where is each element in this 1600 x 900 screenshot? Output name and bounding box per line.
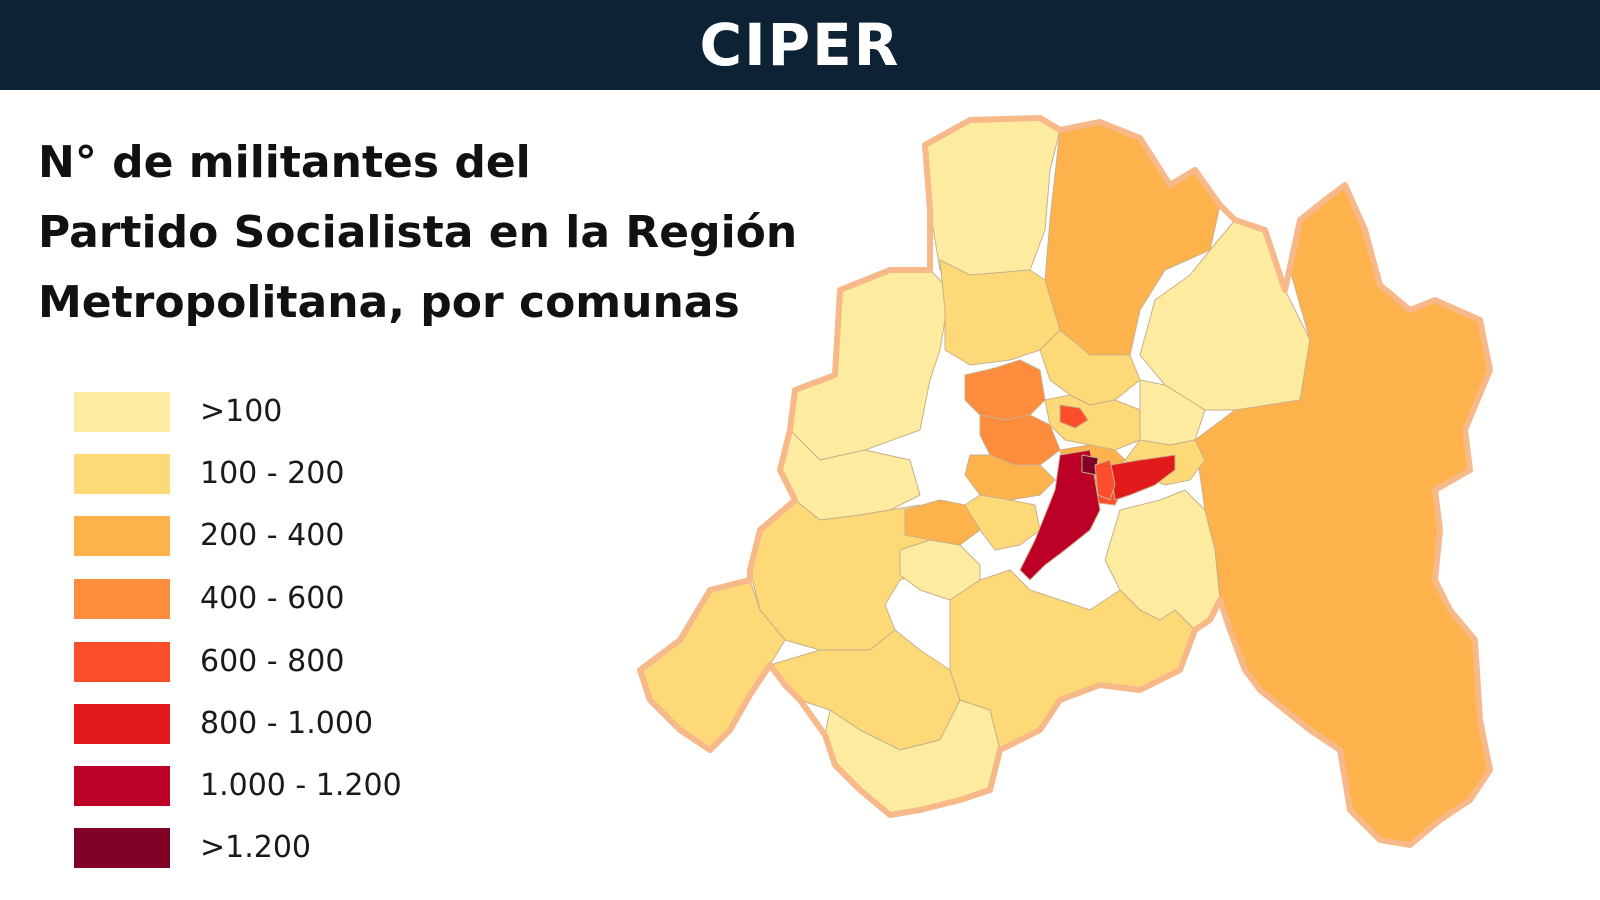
legend-label: 1.000 - 1.200 — [200, 768, 402, 803]
legend-swatch — [74, 392, 170, 432]
comuna-region — [1019, 449, 1101, 581]
legend-label: >100 — [200, 394, 283, 429]
comuna-region — [964, 359, 1046, 421]
legend-swatch — [74, 828, 170, 868]
legend-swatch — [74, 766, 170, 806]
legend-swatch — [74, 704, 170, 744]
region-map — [637, 115, 1493, 848]
legend-item: 600 - 800 — [74, 642, 474, 682]
legend-item: 800 - 1.000 — [74, 704, 474, 744]
comuna-region — [964, 494, 1041, 551]
legend-label: 800 - 1.000 — [200, 706, 374, 741]
comuna-region — [1109, 454, 1176, 501]
legend-label: 100 - 200 — [200, 456, 345, 491]
map-title: N° de militantes del Partido Socialista … — [38, 128, 858, 338]
legend-swatch — [74, 516, 170, 556]
comuna-region — [1039, 329, 1141, 406]
comuna-region — [904, 499, 981, 546]
legend-item: >1.200 — [74, 828, 474, 868]
legend-swatch — [74, 642, 170, 682]
legend-swatch — [74, 579, 170, 619]
legend-item: 100 - 200 — [74, 454, 474, 494]
legend-label: 600 - 800 — [200, 644, 345, 679]
comuna-region — [979, 414, 1061, 466]
legend-item: >100 — [74, 392, 474, 432]
comuna-region — [924, 117, 1061, 276]
region-outline — [637, 115, 1493, 848]
legend-label: 400 - 600 — [200, 581, 345, 616]
legend-label: >1.200 — [200, 830, 312, 865]
comuna-region — [1094, 459, 1116, 501]
title-line-1: N° de militantes del — [38, 137, 531, 188]
brand-logo: CIPER — [699, 11, 901, 79]
legend-item: 1.000 - 1.200 — [74, 766, 474, 806]
header-bar: CIPER — [0, 0, 1600, 90]
title-line-2: Partido Socialista en la Región — [38, 207, 798, 258]
comuna-region — [789, 269, 951, 461]
legend-item: 200 - 400 — [74, 516, 474, 556]
comuna-region — [964, 454, 1056, 501]
title-line-3: Metropolitana, por comunas — [38, 277, 740, 328]
legend-label: 200 - 400 — [200, 518, 345, 553]
legend-item: 400 - 600 — [74, 579, 474, 619]
legend-swatch — [74, 454, 170, 494]
comuna-region — [1059, 404, 1089, 429]
